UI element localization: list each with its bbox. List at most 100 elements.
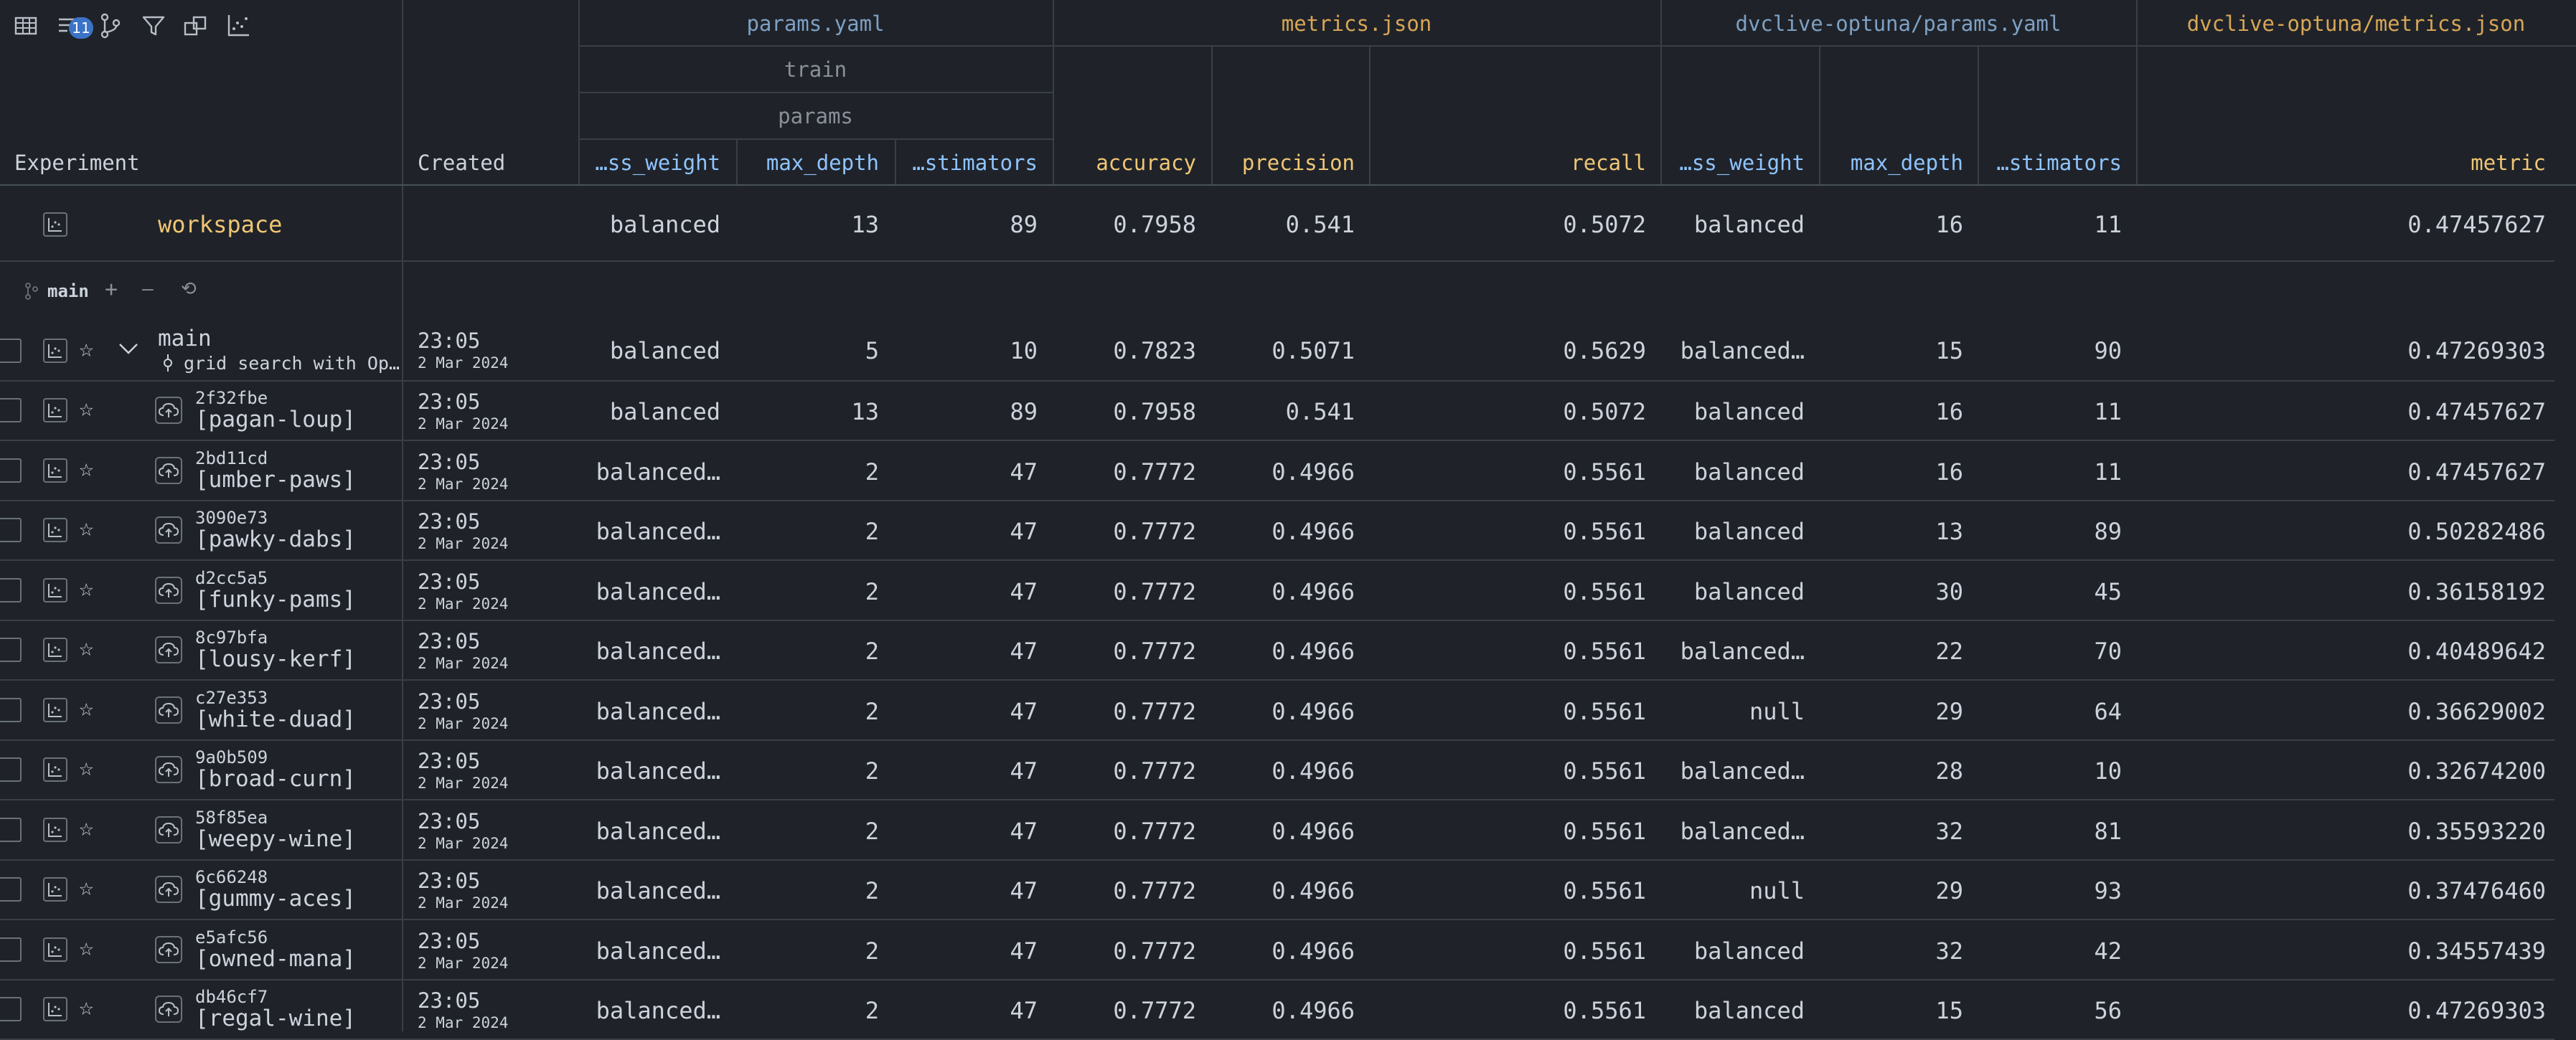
header-col-dvclive-n-estimators[interactable]: …stimators <box>1996 151 2122 175</box>
row-class-weight: balanced… <box>596 697 720 725</box>
row-dvclive-max-depth: 15 <box>1935 997 1963 1024</box>
main-row-checkbox[interactable] <box>0 339 22 363</box>
cloud-upload-icon[interactable] <box>155 636 182 663</box>
main-row-n-estimators: 10 <box>1010 337 1038 364</box>
row-class-weight: balanced… <box>596 817 720 845</box>
row-checkbox[interactable] <box>0 937 22 962</box>
header-col-precision[interactable]: precision <box>1241 151 1355 175</box>
header-group-dvclive-metrics[interactable]: dvclive-optuna/metrics.json <box>2186 11 2526 36</box>
row-plot-toggle[interactable] <box>43 757 67 782</box>
cloud-upload-icon[interactable] <box>155 516 182 544</box>
header-col-dvclive-max-depth[interactable]: max_depth <box>1850 151 1963 175</box>
workspace-label[interactable]: workspace <box>158 211 283 238</box>
row-checkbox[interactable] <box>0 458 22 483</box>
cloud-upload-icon[interactable] <box>155 696 182 724</box>
row-plot-toggle[interactable] <box>43 697 67 722</box>
row-plot-toggle[interactable] <box>43 997 67 1021</box>
row-checkbox[interactable] <box>0 757 22 782</box>
cloud-upload-icon[interactable] <box>155 996 182 1023</box>
header-group-metrics-json[interactable]: metrics.json <box>1281 11 1432 36</box>
row-star-icon[interactable]: ☆ <box>79 514 94 542</box>
branch-icon[interactable] <box>99 13 122 39</box>
row-star-icon[interactable]: ☆ <box>79 753 94 782</box>
row-max-depth: 2 <box>865 997 879 1024</box>
row-dvclive-class-weight: null <box>1749 877 1805 904</box>
table-icon[interactable] <box>14 14 37 37</box>
row-star-icon[interactable]: ☆ <box>79 993 94 1021</box>
row-checkbox[interactable] <box>0 638 22 662</box>
row-plot-toggle[interactable] <box>43 458 67 483</box>
row-star-icon[interactable]: ☆ <box>79 693 94 722</box>
row-plot-toggle[interactable] <box>43 577 67 602</box>
row-date: 2 Mar 2024 <box>418 1014 509 1031</box>
branch-remove-button[interactable]: — <box>142 278 154 300</box>
cloud-upload-icon[interactable] <box>155 816 182 843</box>
row-checkbox[interactable] <box>0 697 22 722</box>
header-col-n-estimators[interactable]: …stimators <box>912 151 1038 175</box>
row-checkbox[interactable] <box>0 877 22 902</box>
workspace-dvclive-n-estimators: 11 <box>2094 211 2122 238</box>
plots-icon[interactable] <box>227 13 251 37</box>
row-checkbox[interactable] <box>0 997 22 1021</box>
row-recall: 0.5561 <box>1563 997 1646 1024</box>
row-star-icon[interactable]: ☆ <box>79 573 94 602</box>
cloud-upload-icon[interactable] <box>155 756 182 783</box>
workspace-recall: 0.5072 <box>1563 211 1646 238</box>
header-col-metric[interactable]: metric <box>2471 151 2546 175</box>
workspace-plot-toggle[interactable] <box>43 212 67 237</box>
row-experiment-name: [pagan-loup] <box>195 407 356 432</box>
cloud-upload-icon[interactable] <box>155 576 182 604</box>
branch-icon-small <box>24 283 39 303</box>
cloud-upload-icon[interactable] <box>155 935 182 963</box>
row-star-icon[interactable]: ☆ <box>79 453 94 483</box>
cloud-upload-icon[interactable] <box>155 876 182 903</box>
header-col-accuracy[interactable]: accuracy <box>1096 151 1196 175</box>
row-plot-toggle[interactable] <box>43 518 67 542</box>
row-plot-toggle[interactable] <box>43 638 67 662</box>
row-checkbox[interactable] <box>0 817 22 842</box>
row-star-icon[interactable]: ☆ <box>79 633 94 662</box>
branch-add-button[interactable]: + <box>105 277 118 302</box>
row-accuracy: 0.7772 <box>1113 577 1196 605</box>
row-plot-toggle[interactable] <box>43 817 67 842</box>
row-star-icon[interactable]: ☆ <box>79 813 94 842</box>
row-plot-toggle[interactable] <box>43 937 67 962</box>
row-max-depth: 2 <box>865 458 879 486</box>
header-col-dvclive-class-weight[interactable]: …ss_weight <box>1679 151 1805 175</box>
row-star-icon[interactable]: ☆ <box>79 873 94 902</box>
main-row-chevron-down-icon[interactable] <box>118 341 139 359</box>
row-plot-toggle[interactable] <box>43 398 67 422</box>
header-created[interactable]: Created <box>418 151 506 175</box>
row-max-depth: 2 <box>865 518 879 545</box>
header-group-params-yaml[interactable]: params.yaml <box>746 11 885 36</box>
columns-icon[interactable] <box>184 14 207 37</box>
filter-icon[interactable] <box>142 14 165 37</box>
main-row-star-icon[interactable]: ☆ <box>79 334 94 363</box>
row-date: 2 Mar 2024 <box>418 535 509 552</box>
cloud-upload-icon[interactable] <box>155 397 182 424</box>
row-checkbox[interactable] <box>0 398 22 422</box>
main-row-plot-toggle[interactable] <box>43 339 67 363</box>
header-col-class-weight[interactable]: …ss_weight <box>595 151 720 175</box>
row-checkbox[interactable] <box>0 577 22 602</box>
row-precision: 0.4966 <box>1271 458 1355 486</box>
header-col-max-depth[interactable]: max_depth <box>766 151 879 175</box>
header-sub-params[interactable]: params <box>778 104 853 128</box>
row-accuracy: 0.7772 <box>1113 518 1196 545</box>
main-row-dvclive-n-estimators: 90 <box>2094 337 2122 364</box>
row-n-estimators: 47 <box>1010 817 1038 845</box>
header-group-dvclive-params[interactable]: dvclive-optuna/params.yaml <box>1735 11 2062 36</box>
header-col-recall[interactable]: recall <box>1571 151 1646 175</box>
header-sub-train[interactable]: train <box>784 57 847 82</box>
row-max-depth: 2 <box>865 697 879 725</box>
row-precision: 0.4966 <box>1271 877 1355 904</box>
row-max-depth: 2 <box>865 757 879 785</box>
branch-reset-button[interactable]: ⟲ <box>181 278 197 300</box>
row-checkbox[interactable] <box>0 518 22 542</box>
header-experiment[interactable]: Experiment <box>14 151 140 175</box>
cloud-upload-icon[interactable] <box>155 456 182 484</box>
row-star-icon[interactable]: ☆ <box>79 394 94 422</box>
row-commit-sha: e5afc56 <box>195 927 268 947</box>
row-star-icon[interactable]: ☆ <box>79 932 94 962</box>
row-plot-toggle[interactable] <box>43 877 67 902</box>
